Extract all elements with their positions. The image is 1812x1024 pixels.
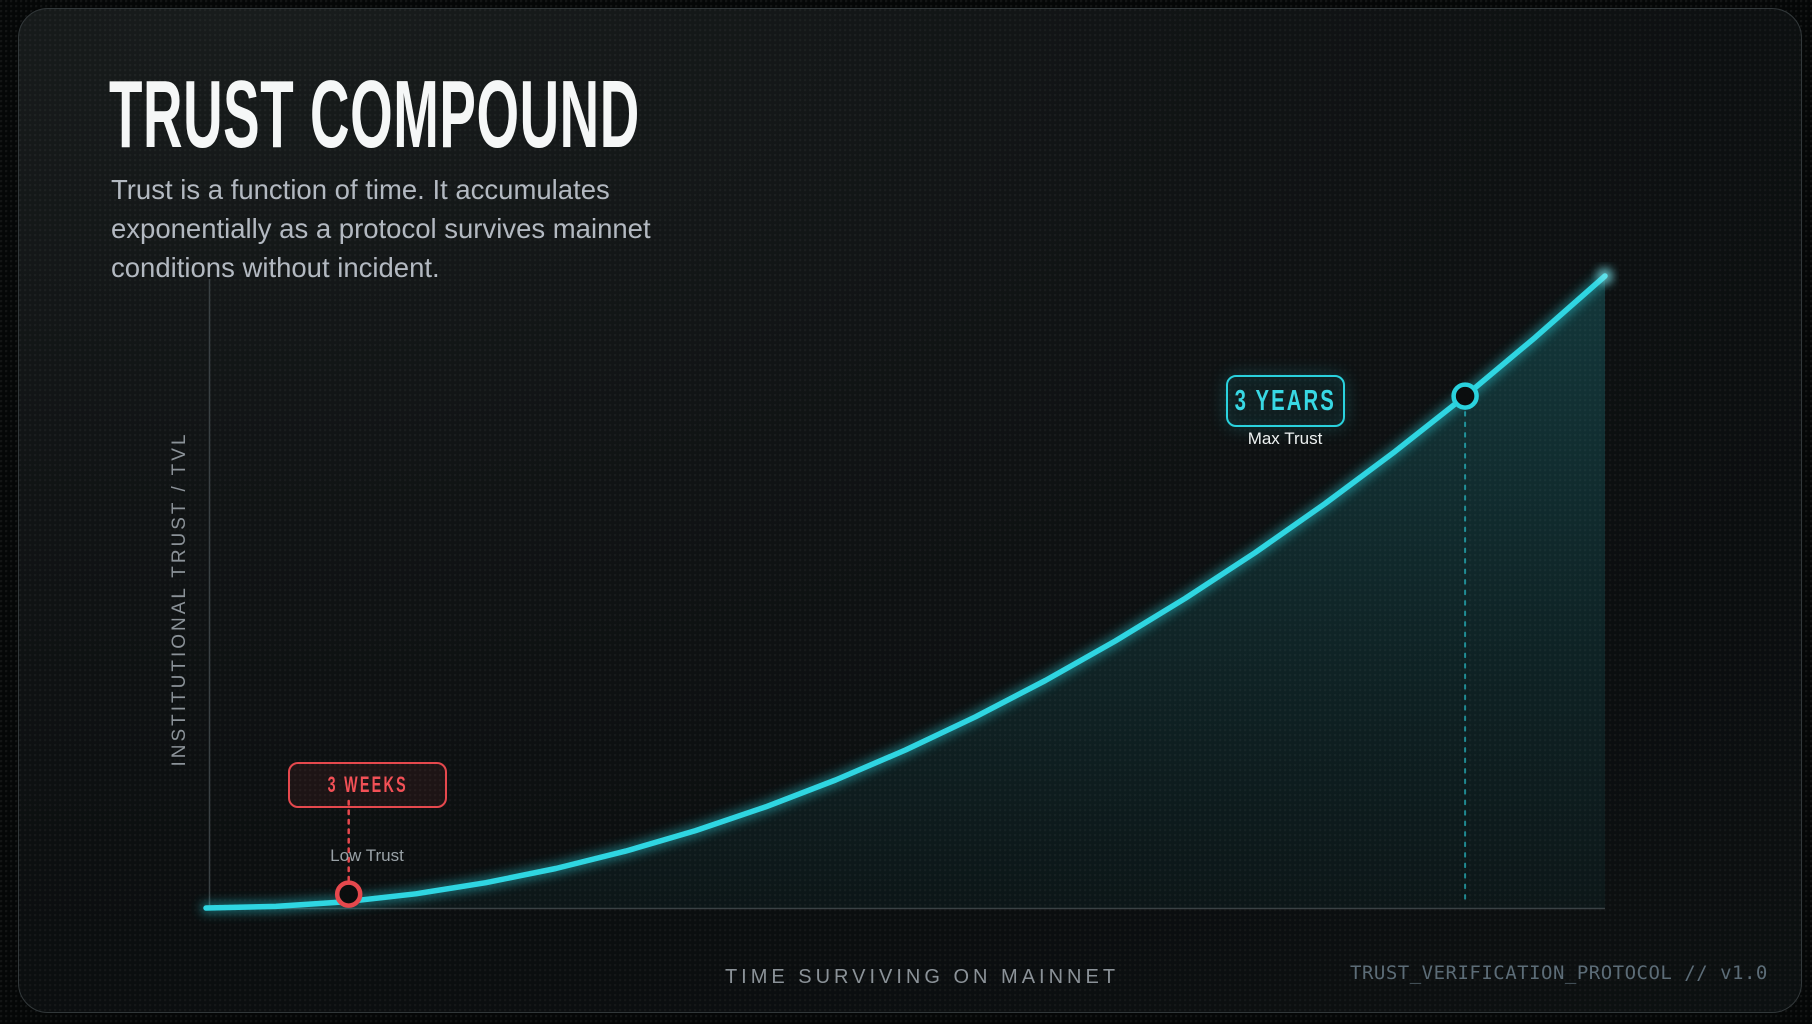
infographic-card: TRUST COMPOUND Trust is a function of ti… bbox=[18, 8, 1802, 1013]
subtitle-line-2: exponentially as a protocol survives mai… bbox=[111, 213, 651, 244]
badge-3-years: 3 YEARS bbox=[1226, 375, 1345, 427]
badge-3-weeks-label: 3 WEEKS bbox=[327, 772, 408, 797]
chart-axes bbox=[206, 279, 1605, 910]
badge-3-weeks: 3 WEEKS bbox=[288, 762, 447, 808]
subtitle-line-3: conditions without incident. bbox=[111, 252, 440, 283]
page-title: TRUST COMPOUND bbox=[109, 67, 1040, 163]
subtitle-line-1: Trust is a function of time. It accumula… bbox=[111, 174, 610, 205]
chart-curve bbox=[200, 269, 1612, 914]
trust-curve-chart bbox=[200, 269, 1612, 914]
page-subtitle: Trust is a function of time. It accumula… bbox=[111, 170, 651, 287]
x-axis-label: TIME SURVIVING ON MAINNET bbox=[724, 966, 1120, 988]
max-trust-label: Max Trust bbox=[1247, 429, 1323, 448]
badge-3-years-label: 3 YEARS bbox=[1234, 384, 1337, 417]
chart-markers bbox=[334, 382, 1479, 908]
low-trust-label: Low Trust bbox=[330, 846, 404, 865]
y-axis-label: INSTITUTIONAL TRUST / TVL bbox=[169, 431, 190, 767]
page-title-text: TRUST COMPOUND bbox=[109, 61, 640, 168]
protocol-version-text: TRUST_VERIFICATION_PROTOCOL // v1.0 bbox=[1350, 962, 1768, 984]
